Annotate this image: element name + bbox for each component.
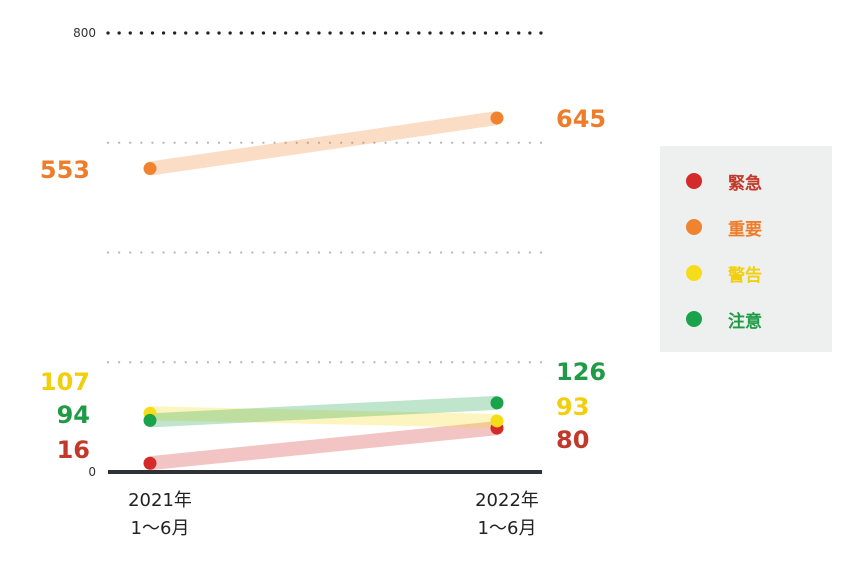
legend-item: 緊急 xyxy=(686,166,762,196)
x-tick-label: 2022年 xyxy=(475,490,539,511)
legend-label: 緊急 xyxy=(728,173,762,194)
legend-label: 注意 xyxy=(728,311,762,332)
data-label: 126 xyxy=(556,358,606,386)
legend-item: 注意 xyxy=(686,304,762,334)
series-band xyxy=(148,111,499,176)
data-point xyxy=(490,111,504,125)
data-label: 645 xyxy=(556,105,606,133)
data-label: 94 xyxy=(57,401,90,429)
legend-label: 警告 xyxy=(728,265,762,286)
y-tick-label: 800 xyxy=(73,26,96,40)
data-label: 553 xyxy=(40,156,90,184)
x-tick-label: 1〜6月 xyxy=(131,518,190,539)
series-band xyxy=(149,395,498,428)
data-point xyxy=(490,396,504,410)
data-label: 107 xyxy=(40,368,90,396)
legend-item: 重要 xyxy=(686,212,762,242)
data-point xyxy=(143,162,157,176)
data-point xyxy=(490,414,504,428)
data-point xyxy=(143,456,157,470)
data-label: 93 xyxy=(556,393,589,421)
x-tick-label: 2021年 xyxy=(128,490,192,511)
data-label: 16 xyxy=(57,436,90,464)
legend-marker xyxy=(686,219,702,235)
legend-marker xyxy=(686,173,702,189)
legend-item: 警告 xyxy=(686,258,762,288)
legend-label: 重要 xyxy=(728,219,762,240)
data-point xyxy=(143,413,157,427)
legend: 緊急 重要 警告 注意 xyxy=(660,146,832,352)
legend-marker xyxy=(686,265,702,281)
series-band xyxy=(149,421,498,471)
series-band xyxy=(149,406,498,428)
y-tick-label: 0 xyxy=(88,465,96,479)
data-label: 80 xyxy=(556,426,589,454)
x-tick-label: 1〜6月 xyxy=(478,518,537,539)
legend-marker xyxy=(686,311,702,327)
